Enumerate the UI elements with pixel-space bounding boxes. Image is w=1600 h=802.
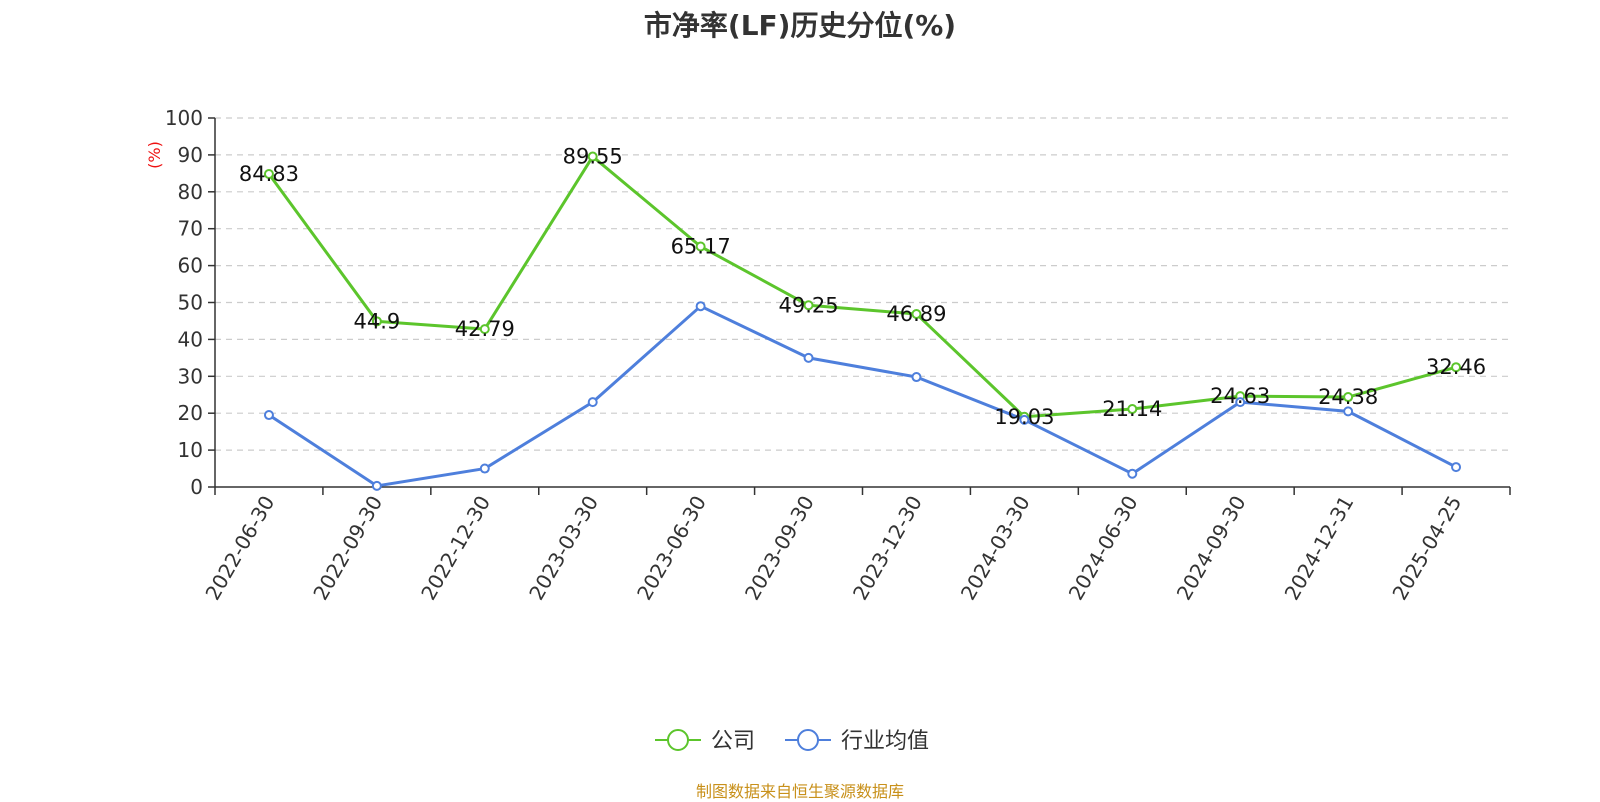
- y-tick-label: 20: [178, 401, 203, 425]
- data-point[interactable]: [1451, 362, 1462, 373]
- y-tick-label: 10: [178, 438, 203, 462]
- data-point[interactable]: [587, 397, 598, 408]
- data-point[interactable]: [371, 480, 382, 491]
- data-point[interactable]: [1127, 403, 1138, 414]
- y-tick-label: 40: [178, 327, 203, 351]
- y-tick-label: 100: [165, 106, 203, 130]
- data-labels: 84.83 44.9 42.79 89.55 65.17 49.25 46.89 19.03 2…: [239, 145, 1486, 429]
- x-tick-label: 2022-06-30: [200, 492, 279, 605]
- series-line-1: [268, 304, 1457, 488]
- x-tick-label: 2024-06-30: [1064, 492, 1143, 605]
- data-point[interactable]: [263, 410, 274, 421]
- data-point[interactable]: [1235, 397, 1246, 408]
- x-tick-label: 2023-12-30: [848, 492, 927, 605]
- legend-marker: [797, 729, 819, 751]
- legend-item-0[interactable]: 公司: [655, 729, 755, 754]
- data-label: 19.03: [994, 405, 1054, 429]
- grid-lines: [215, 117, 1510, 451]
- data-point[interactable]: [1451, 462, 1462, 473]
- data-label: 21.14: [1102, 397, 1162, 421]
- legend-label: 公司: [711, 729, 755, 754]
- y-tick-label: 90: [178, 143, 203, 167]
- data-point[interactable]: [1343, 392, 1354, 403]
- y-tick-label: 0: [190, 475, 203, 499]
- data-label: 65.17: [671, 235, 731, 259]
- data-label: 49.25: [778, 293, 838, 317]
- axes: [208, 117, 1511, 495]
- data-label: 42.79: [455, 317, 515, 341]
- data-point[interactable]: [1343, 406, 1354, 417]
- x-tick-label: 2023-03-30: [524, 492, 603, 605]
- x-tick-label: 2024-09-30: [1172, 492, 1251, 605]
- data-point[interactable]: [911, 308, 922, 319]
- y-tick-label: 80: [178, 180, 203, 204]
- data-label: 24.38: [1318, 385, 1378, 409]
- data-point[interactable]: [371, 316, 382, 327]
- x-tick-labels: 2022-06-30 2022-09-30 2022-12-30 2023-03-30…: [200, 492, 1466, 605]
- y-tick-label: 50: [178, 291, 203, 315]
- data-point[interactable]: [911, 372, 922, 383]
- legend-marker: [667, 729, 689, 751]
- series-line-0: [267, 155, 1457, 419]
- data-label: 46.89: [886, 302, 946, 326]
- y-axis-label: (%): [145, 141, 164, 169]
- data-point[interactable]: [695, 241, 706, 252]
- y-tick-label: 30: [178, 364, 203, 388]
- data-label: 84.83: [239, 162, 299, 186]
- data-point[interactable]: [479, 463, 490, 474]
- chart-title: 市净率(LF)历史分位(%): [643, 9, 957, 42]
- data-point[interactable]: [1019, 414, 1030, 425]
- legend-label: 行业均值: [841, 729, 929, 754]
- data-label: 24.63: [1210, 384, 1270, 408]
- data-point[interactable]: [263, 168, 274, 179]
- x-tick-label: 2022-12-30: [416, 492, 495, 605]
- data-point[interactable]: [803, 300, 814, 311]
- data-point[interactable]: [803, 352, 814, 363]
- series-lines: [263, 151, 1462, 491]
- x-tick-label: 2024-03-30: [956, 492, 1035, 605]
- x-tick-label: 2023-09-30: [740, 492, 819, 605]
- legend-item-1[interactable]: 行业均值: [785, 729, 929, 754]
- x-tick-label: 2022-09-30: [308, 492, 387, 605]
- x-tick-label: 2023-06-30: [632, 492, 711, 605]
- y-tick-label: 60: [178, 254, 203, 278]
- x-tick-label: 2025-04-25: [1387, 492, 1466, 605]
- data-label: 44.9: [353, 309, 400, 333]
- data-point[interactable]: [1127, 468, 1138, 479]
- y-tick-label: 70: [178, 217, 203, 241]
- x-tick-label: 2024-12-31: [1280, 492, 1359, 605]
- data-point[interactable]: [695, 301, 706, 312]
- y-tick-labels: 0 10 20 30 40 50 60 70 80 90 100: [165, 106, 203, 499]
- data-label: 32.46: [1426, 355, 1486, 379]
- data-label: 89.55: [563, 145, 623, 169]
- source-note: 制图数据来自恒生聚源数据库: [695, 782, 904, 801]
- data-point[interactable]: [479, 324, 490, 335]
- data-point[interactable]: [587, 151, 598, 162]
- legend[interactable]: 公司 行业均值: [655, 729, 929, 754]
